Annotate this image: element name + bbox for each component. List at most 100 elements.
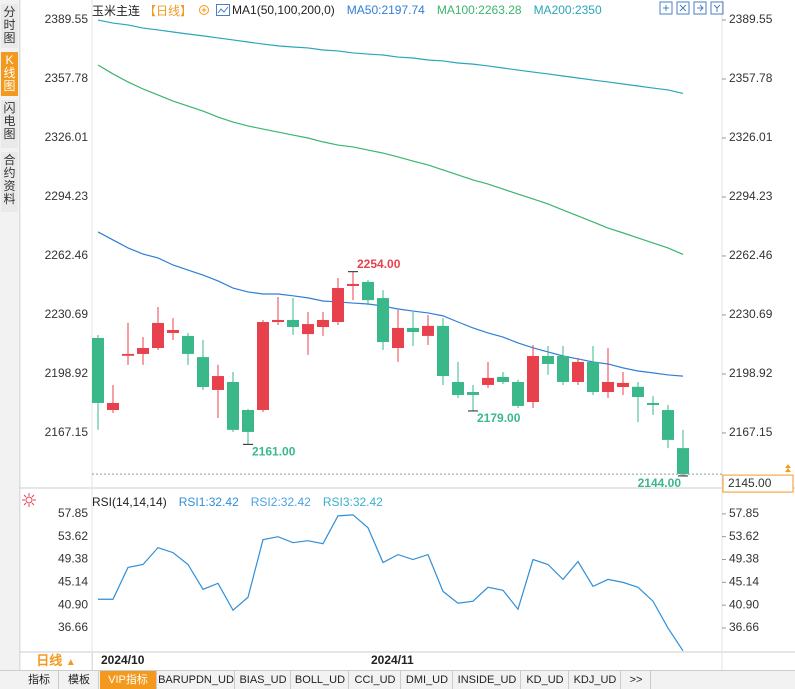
add-icon[interactable] xyxy=(198,4,210,16)
candle-body xyxy=(182,335,194,354)
last-price-label: 2145.00 xyxy=(728,476,772,490)
candle-body xyxy=(437,325,449,377)
candle-body xyxy=(512,381,524,406)
candle-body xyxy=(572,361,584,382)
candle-body xyxy=(677,448,689,475)
y-tick-label: 53.62 xyxy=(58,529,88,543)
candle-body xyxy=(377,298,389,343)
legend-entry: MA200:2350 xyxy=(533,3,602,17)
candle-body xyxy=(257,322,269,411)
line-series xyxy=(98,514,684,652)
y-tick-label: 2389.55 xyxy=(729,12,773,26)
toolbar: 指标 模板 VIP指标 BARUPDN_UD BIAS_UD BOLL_UD CCI_UD D… xyxy=(0,670,795,689)
period[interactable]: 【日线】 xyxy=(144,3,193,18)
y-tick-label: 2262.46 xyxy=(45,248,89,262)
rsi-legend: RSI(14,14,14) RSI1:32.42 RSI2:32.42 RSI3:3… xyxy=(92,495,383,509)
candle-body xyxy=(422,325,434,336)
last-price-box xyxy=(722,474,794,493)
toolbar-tab[interactable]: KD_UD xyxy=(522,671,569,689)
period-selector[interactable]: 日线 ▲ xyxy=(20,652,93,670)
candle-body xyxy=(542,355,554,364)
y-tick-label: 57.85 xyxy=(729,506,759,520)
icon[interactable] xyxy=(693,1,707,15)
icon[interactable] xyxy=(659,1,673,15)
legend: 玉米主连 【日线】 MA1(50,100,200,0) MA50:2197.74… xyxy=(92,2,602,18)
toolbar-tab[interactable]: 模板 xyxy=(60,671,99,689)
legend-entry: MA50:2197.74 xyxy=(346,3,425,17)
y-tick-label: 2357.78 xyxy=(729,71,773,85)
y-tick-label: 49.38 xyxy=(729,552,759,566)
y-tick-label: 2198.92 xyxy=(45,366,89,380)
period-label: 日线 xyxy=(36,653,63,668)
toolbar-tab[interactable]: 指标 xyxy=(20,671,59,689)
sidebar-tab[interactable]: 合约资料 xyxy=(1,152,18,212)
candle-body xyxy=(527,355,539,403)
candle-body xyxy=(452,381,464,395)
candle-body xyxy=(227,381,239,430)
toolbar-tab[interactable]: KDJ_UD xyxy=(570,671,621,689)
candle-body xyxy=(197,357,209,387)
candle-body xyxy=(632,386,644,398)
toolbar-tab[interactable]: BARUPDN_UD xyxy=(158,671,235,689)
indicator-icon[interactable] xyxy=(216,4,231,16)
candle-body xyxy=(212,376,224,390)
y-tick-label: 2389.55 xyxy=(45,12,89,26)
x-tick-label: 2024/10 xyxy=(101,653,145,667)
y-tick-label: 40.90 xyxy=(729,597,759,611)
candle-body xyxy=(107,402,119,411)
sidebar: 分时图 K线图闪电图合约资料 xyxy=(0,0,20,688)
candle-body xyxy=(467,392,479,395)
sidebar-tab[interactable]: K线图 xyxy=(1,52,18,96)
candle-body xyxy=(317,319,329,328)
candle-body xyxy=(302,324,314,335)
annotation-label: 2254.00 xyxy=(357,257,401,271)
candle-body xyxy=(242,410,254,432)
y-tick-label: 2198.92 xyxy=(729,366,773,380)
candle-body xyxy=(587,361,599,393)
toolbar-tab[interactable]: DMI_UD xyxy=(402,671,453,689)
candle-body xyxy=(272,319,284,323)
y-tick-label: 2326.01 xyxy=(729,130,773,144)
line-series xyxy=(97,231,684,377)
candle-body xyxy=(137,348,149,354)
candle-body xyxy=(392,327,404,348)
toolbar-tab[interactable]: >> xyxy=(622,671,651,689)
candle-body xyxy=(602,381,614,393)
toolbar-tab[interactable]: VIP指标 xyxy=(100,671,157,689)
instrument: 玉米主连 xyxy=(92,3,141,18)
y-tick-label: 36.66 xyxy=(58,620,88,634)
y-tick-label: 40.90 xyxy=(58,597,88,611)
legend-entry: RSI1:32.42 xyxy=(178,495,239,509)
candle-body xyxy=(167,329,179,333)
line-series xyxy=(97,19,684,95)
toolbar-tab[interactable]: BOLL_UD xyxy=(292,671,349,689)
candle-body xyxy=(557,355,569,382)
candle-body xyxy=(92,337,104,403)
icon[interactable] xyxy=(710,1,724,15)
annotation-label: 2144.00 xyxy=(638,476,682,490)
candle-body xyxy=(647,402,659,406)
toolbar-tab[interactable]: BIAS_UD xyxy=(236,671,291,689)
icon[interactable] xyxy=(676,1,690,15)
indicator-name: RSI(14,14,14) xyxy=(92,495,167,509)
sidebar-tab[interactable]: 分时图 xyxy=(1,4,18,48)
sidebar-tab[interactable]: 闪电图 xyxy=(1,100,18,148)
candle-body xyxy=(497,376,509,382)
y-tick-label: 2294.23 xyxy=(45,189,89,203)
toolbar-tab[interactable]: INSIDE_UD xyxy=(454,671,521,689)
rsi-settings-icon[interactable] xyxy=(22,493,36,507)
y-tick-label: 2326.01 xyxy=(45,130,89,144)
legend-entry: RSI3:32.42 xyxy=(322,495,383,509)
y-tick-label: 2167.15 xyxy=(729,425,773,439)
y-tick-label: 2167.15 xyxy=(45,425,89,439)
candle-body xyxy=(407,327,419,333)
toolbar-tab[interactable]: CCI_UD xyxy=(350,671,401,689)
y-tick-label: 2262.46 xyxy=(729,248,773,262)
annotation-label: 2161.00 xyxy=(252,445,296,459)
caret: ▲ xyxy=(65,657,76,668)
y-tick-label: 36.66 xyxy=(729,620,759,634)
y-tick-label: 49.38 xyxy=(58,552,88,566)
y-tick-label: 45.14 xyxy=(58,574,88,588)
y-tick-label: 57.85 xyxy=(58,506,88,520)
